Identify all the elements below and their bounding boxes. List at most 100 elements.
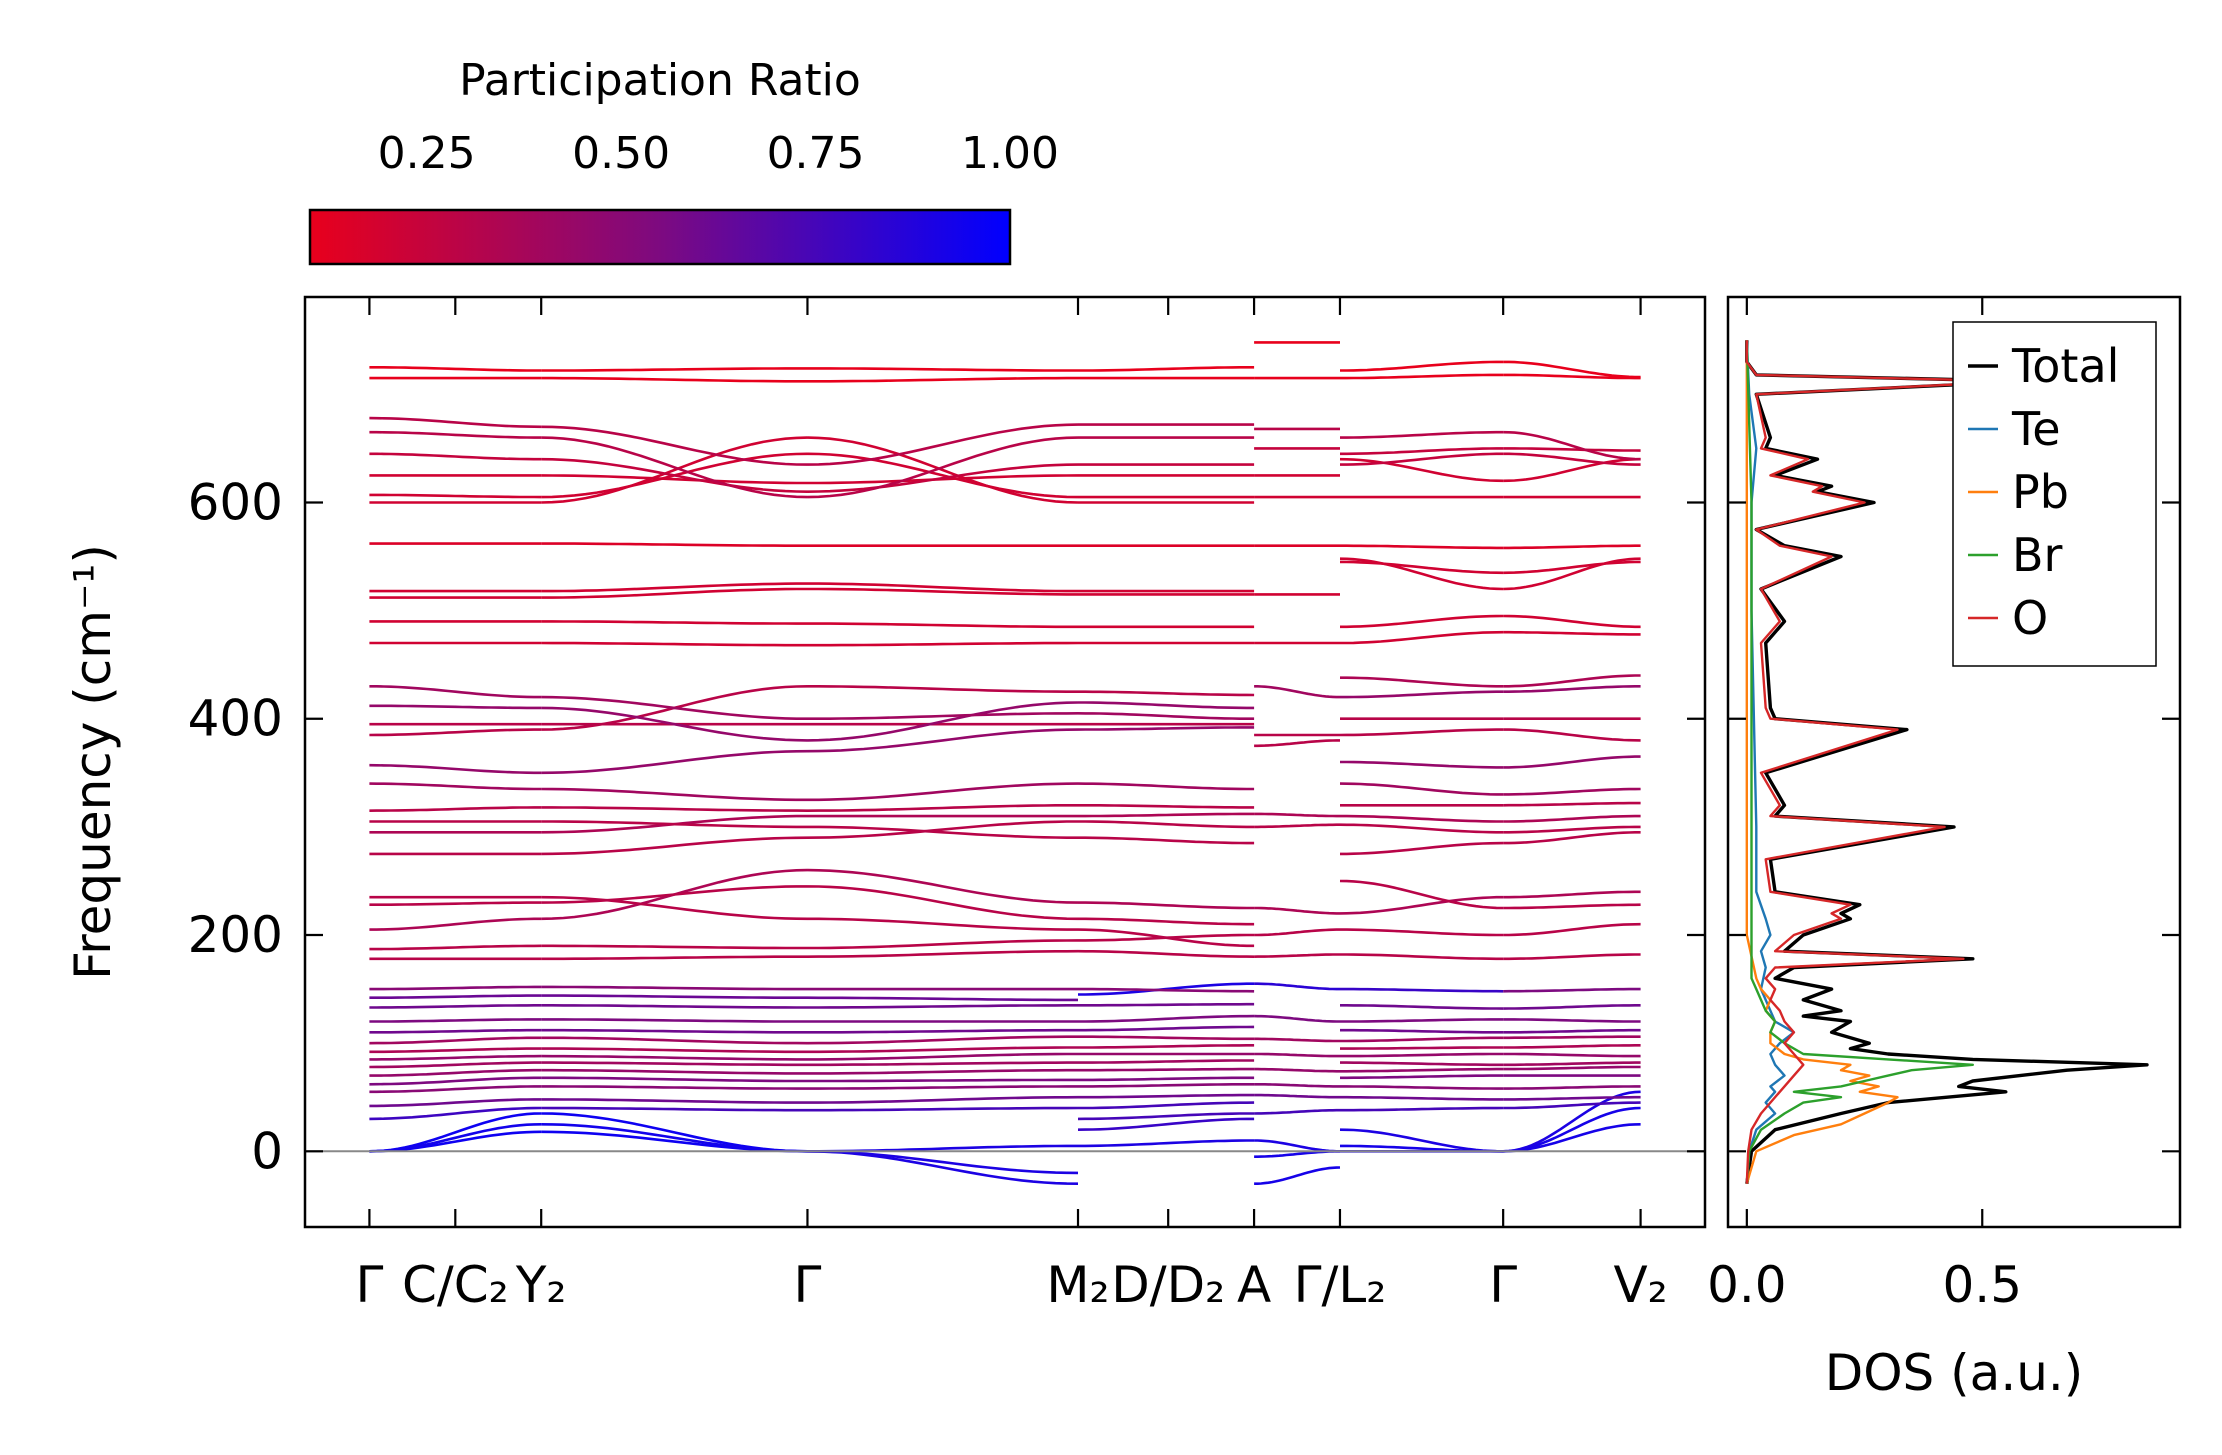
- phonon-band: [807, 463, 1079, 493]
- x-tick-label: A: [1237, 1256, 1271, 1314]
- phonon-band: [1078, 836, 1255, 845]
- phonon-band: [369, 1036, 542, 1045]
- phonon-band: [1254, 1052, 1340, 1058]
- phonon-band: [1340, 1067, 1504, 1073]
- phonon-band: [1078, 690, 1255, 697]
- phonon-band: [369, 1047, 542, 1054]
- phonon-band: [807, 712, 1079, 721]
- phonon-band: [369, 1018, 542, 1023]
- phonon-band: [1503, 787, 1641, 796]
- band-frame: [303, 295, 1707, 1229]
- dos-series-pb: [1745, 340, 1899, 1185]
- phonon-band: [1254, 684, 1340, 699]
- phonon-band: [1254, 1139, 1340, 1153]
- phonon-band: [1340, 360, 1504, 372]
- phonon-band: [369, 917, 542, 931]
- phonon-band: [1340, 430, 1504, 439]
- phonon-band: [541, 806, 808, 812]
- phonon-band: [541, 955, 808, 961]
- phonon-band: [1339, 823, 1504, 834]
- legend-entry-pb: Pb: [2012, 465, 2069, 519]
- phonon-band: [541, 457, 808, 493]
- phonon-band: [1340, 760, 1504, 769]
- dos-x-tick-label: 0.0: [1707, 1256, 1787, 1314]
- phonon-band: [541, 1068, 808, 1075]
- phonon-band: [1339, 728, 1504, 737]
- phonon-band: [1340, 1085, 1504, 1090]
- phonon-band: [1078, 1044, 1255, 1049]
- phonon-band: [1078, 1002, 1255, 1007]
- phonon-band: [541, 749, 808, 775]
- dos-x-tick-label: 0.5: [1942, 1256, 2022, 1314]
- phonon-band: [541, 1106, 808, 1112]
- phonon-band: [1503, 544, 1641, 550]
- phonon-band: [1078, 365, 1255, 372]
- phonon-band: [1503, 630, 1641, 636]
- phonon-band: [1078, 1139, 1255, 1148]
- phonon-band: [1339, 895, 1504, 915]
- phonon-band: [807, 1095, 1079, 1104]
- phonon-band: [1254, 906, 1340, 915]
- colorbar: Participation Ratio 0.25 0.50 0.75 1.00: [308, 55, 1059, 266]
- phonon-band: [1340, 1003, 1504, 1010]
- phonon-band: [369, 416, 542, 429]
- phonon-band: [369, 1106, 542, 1121]
- phonon-band: [1503, 684, 1641, 694]
- phonon-band: [807, 820, 1078, 839]
- phonon-band: [1077, 712, 1255, 721]
- colorbar-gradient: [308, 208, 1012, 266]
- phonon-band: [807, 885, 1079, 921]
- phonon-band: [541, 1076, 808, 1083]
- phonon-band: [1503, 1106, 1641, 1153]
- dos-series-br: [1745, 340, 1975, 1184]
- phonon-band: [1340, 676, 1504, 688]
- y-tick-label: 600: [188, 473, 283, 531]
- phonon-band: [1503, 457, 1641, 483]
- phonon-band: [541, 836, 808, 856]
- phonon-band: [1078, 1025, 1255, 1032]
- phonon-band: [807, 728, 1079, 753]
- phonon-band: [369, 994, 542, 1000]
- phonon-band: [541, 820, 808, 829]
- phonon-band: [1339, 557, 1504, 591]
- phonon-band: [541, 885, 808, 904]
- band-lines: [369, 341, 1641, 1185]
- phonon-band: [1340, 814, 1504, 823]
- legend-entry-te: Te: [2011, 402, 2061, 456]
- phonon-band: [369, 684, 542, 699]
- phonon-band: [541, 376, 808, 383]
- phonon-band: [1503, 953, 1641, 961]
- phonon-band: [541, 1123, 808, 1153]
- phonon-band: [807, 641, 1079, 647]
- phonon-band: [807, 436, 1079, 504]
- phonon-band: [1340, 447, 1504, 456]
- y-tick-label: 400: [188, 690, 283, 748]
- phonon-band: [369, 1123, 542, 1153]
- phonon-band: [1340, 614, 1504, 629]
- phonon-band: [807, 917, 1078, 931]
- phonon-band: [807, 1052, 1078, 1061]
- phonon-band: [1254, 1083, 1340, 1088]
- phonon-band: [541, 1028, 808, 1034]
- phonon-band: [1503, 447, 1641, 452]
- phonon-band: [1340, 1052, 1504, 1058]
- phonon-band: [1503, 360, 1641, 379]
- phonon-band: [541, 1085, 808, 1090]
- phonon-band: [369, 763, 542, 775]
- phonon-band: [1503, 373, 1641, 380]
- phonon-band: [807, 1150, 1079, 1175]
- phonon-band: [1503, 1052, 1641, 1058]
- y-axis-label: Frequency (cm⁻¹): [64, 544, 122, 980]
- phonon-band: [369, 1085, 542, 1094]
- phonon-band: [541, 1061, 808, 1067]
- x-tick-label: M₂: [1046, 1256, 1109, 1314]
- phonon-band: [541, 1054, 808, 1061]
- phonon-band: [1078, 1093, 1255, 1099]
- x-tick-label: C/C₂: [402, 1256, 509, 1314]
- phonon-band: [1340, 452, 1504, 466]
- phonon-band: [1254, 823, 1340, 829]
- phonon-band: [807, 1028, 1078, 1034]
- phonon-band: [1078, 987, 1255, 993]
- phonon-band: [1340, 373, 1504, 380]
- colorbar-tick-label: 1.00: [961, 128, 1059, 179]
